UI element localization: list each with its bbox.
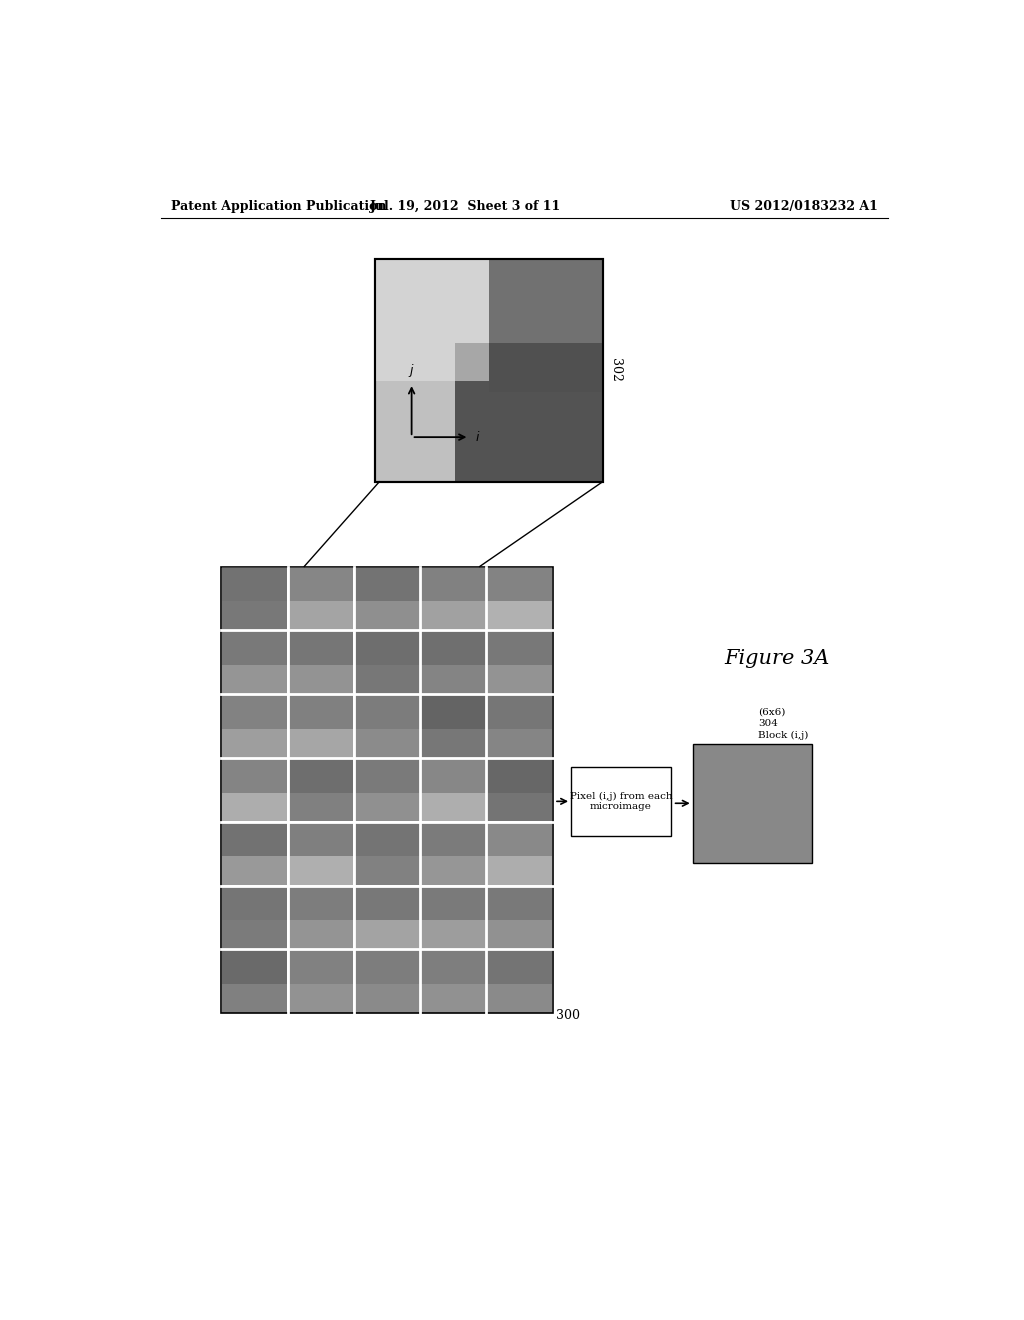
Bar bbox=[486, 886, 552, 920]
Bar bbox=[421, 566, 486, 601]
Bar bbox=[288, 758, 353, 821]
Bar bbox=[692, 743, 812, 863]
Text: Figure 3A: Figure 3A bbox=[725, 649, 830, 668]
Bar bbox=[222, 631, 288, 665]
Bar bbox=[354, 886, 420, 949]
Bar bbox=[489, 259, 602, 392]
Bar bbox=[288, 758, 353, 792]
Bar bbox=[354, 694, 420, 729]
Bar bbox=[421, 886, 486, 920]
Bar bbox=[421, 631, 486, 665]
Bar bbox=[421, 566, 486, 630]
Bar bbox=[288, 822, 353, 857]
Bar bbox=[486, 631, 552, 665]
Bar bbox=[421, 758, 486, 792]
Bar bbox=[376, 259, 489, 381]
Bar bbox=[486, 758, 552, 821]
Bar bbox=[571, 767, 671, 836]
Bar bbox=[486, 886, 552, 949]
Bar bbox=[376, 259, 602, 482]
Bar bbox=[288, 694, 353, 729]
Text: i: i bbox=[475, 430, 479, 444]
Bar bbox=[354, 631, 420, 665]
Bar bbox=[288, 822, 353, 886]
Bar bbox=[486, 566, 552, 601]
Bar bbox=[421, 822, 486, 857]
Bar bbox=[288, 694, 353, 758]
Bar bbox=[222, 758, 288, 821]
Bar bbox=[486, 566, 552, 630]
Text: j: j bbox=[410, 364, 414, 378]
Bar bbox=[288, 566, 353, 601]
Bar bbox=[421, 949, 486, 1012]
Bar bbox=[222, 758, 288, 792]
Bar bbox=[421, 631, 486, 694]
Bar bbox=[222, 566, 288, 601]
Bar bbox=[354, 822, 420, 857]
Bar bbox=[486, 694, 552, 729]
Bar bbox=[486, 758, 552, 792]
Bar bbox=[222, 694, 288, 758]
Bar bbox=[288, 949, 353, 983]
Bar bbox=[222, 886, 288, 920]
Text: Block (i,j): Block (i,j) bbox=[759, 731, 809, 739]
Text: Patent Application Publication: Patent Application Publication bbox=[171, 201, 386, 214]
Bar bbox=[354, 822, 420, 886]
Bar bbox=[354, 949, 420, 1012]
Bar bbox=[222, 694, 288, 729]
Text: US 2012/0183232 A1: US 2012/0183232 A1 bbox=[729, 201, 878, 214]
Bar bbox=[486, 822, 552, 886]
Bar bbox=[421, 758, 486, 821]
Bar bbox=[288, 631, 353, 665]
Text: Pixel (i,j) from each
microimage: Pixel (i,j) from each microimage bbox=[569, 792, 673, 810]
Bar bbox=[455, 343, 602, 482]
Bar bbox=[222, 822, 288, 857]
Bar bbox=[354, 694, 420, 758]
Bar bbox=[222, 822, 288, 886]
Bar bbox=[288, 566, 353, 630]
Bar bbox=[288, 631, 353, 694]
Text: 302: 302 bbox=[608, 358, 622, 381]
Bar bbox=[354, 758, 420, 821]
Bar bbox=[288, 949, 353, 1012]
Bar bbox=[421, 694, 486, 758]
Bar bbox=[222, 631, 288, 694]
Bar bbox=[222, 949, 288, 983]
Text: 304: 304 bbox=[759, 719, 778, 729]
Bar bbox=[486, 631, 552, 694]
Text: (6x6): (6x6) bbox=[759, 708, 785, 717]
Bar bbox=[421, 949, 486, 983]
Bar bbox=[354, 886, 420, 920]
Bar bbox=[288, 886, 353, 949]
Bar bbox=[486, 822, 552, 857]
Bar bbox=[376, 259, 602, 482]
Text: Jul. 19, 2012  Sheet 3 of 11: Jul. 19, 2012 Sheet 3 of 11 bbox=[370, 201, 561, 214]
Text: 300: 300 bbox=[556, 1010, 581, 1022]
Bar bbox=[354, 758, 420, 792]
Bar bbox=[486, 694, 552, 758]
Bar bbox=[421, 694, 486, 729]
Bar bbox=[288, 886, 353, 920]
Bar bbox=[486, 949, 552, 983]
Bar bbox=[354, 631, 420, 694]
Bar bbox=[354, 949, 420, 983]
Bar bbox=[421, 822, 486, 886]
Bar bbox=[486, 949, 552, 1012]
Bar bbox=[222, 566, 288, 630]
Bar bbox=[222, 949, 288, 1012]
Bar bbox=[354, 566, 420, 630]
Bar bbox=[221, 566, 553, 1014]
Bar bbox=[421, 886, 486, 949]
Bar bbox=[354, 566, 420, 601]
Bar bbox=[222, 886, 288, 949]
